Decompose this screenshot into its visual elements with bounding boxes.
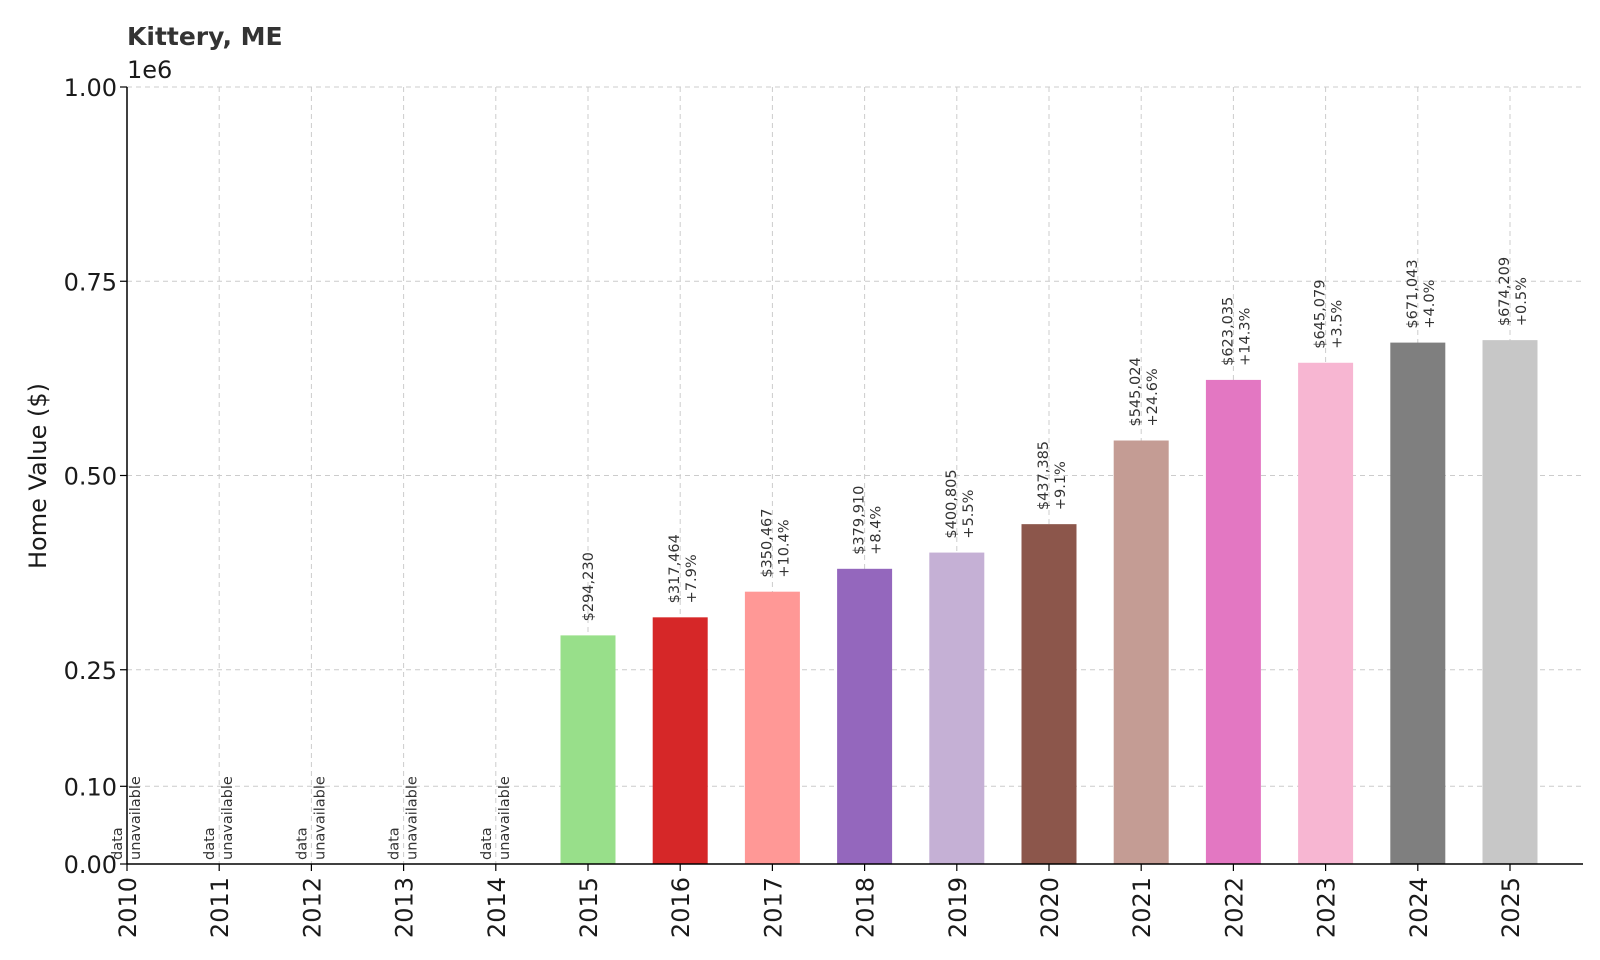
change-label: +3.5% xyxy=(1330,300,1346,349)
x-tick-label: 2011 xyxy=(206,877,234,938)
change-label: +10.4% xyxy=(776,519,792,577)
x-tick-label: 2025 xyxy=(1497,877,1525,938)
unavailable-label: unavailable xyxy=(220,776,236,860)
value-label: $623,035 xyxy=(1220,297,1236,366)
unavailable-label: data xyxy=(387,827,403,860)
unavailable-label: unavailable xyxy=(405,776,421,860)
x-tick-label: 2023 xyxy=(1313,877,1341,938)
value-label: $645,079 xyxy=(1313,280,1329,349)
y-tick-label: 0.75 xyxy=(64,268,117,296)
x-tick-label: 2024 xyxy=(1405,877,1433,938)
bar-2024 xyxy=(1390,342,1446,864)
value-label: $317,464 xyxy=(667,534,683,603)
unavailable-label: unavailable xyxy=(497,776,513,860)
y-tick-label: 1.00 xyxy=(64,74,117,102)
bar-2020 xyxy=(1021,524,1077,864)
y-tick-label: 0.25 xyxy=(64,657,117,685)
bar-2023 xyxy=(1298,362,1354,864)
bar-2018 xyxy=(837,568,893,864)
bar-2015 xyxy=(560,635,616,864)
axes-layer: 0.00 0.10 0.25 0.50 0.75 1.00 2010 2011 2012 2013… xyxy=(64,74,1583,938)
change-label: +4.0% xyxy=(1422,280,1438,329)
y-tick-label: 0.00 xyxy=(64,851,117,879)
bar-2017 xyxy=(744,591,800,864)
x-tick-label: 2010 xyxy=(114,877,142,938)
unavailable-label: data xyxy=(294,827,310,860)
value-label: $674,209 xyxy=(1497,257,1513,326)
y-axis-offset-label: 1e6 xyxy=(127,56,172,84)
change-label: +14.3% xyxy=(1237,308,1253,366)
bar-2022 xyxy=(1205,379,1261,864)
x-tick-label: 2018 xyxy=(852,877,880,938)
x-tick-label: 2017 xyxy=(759,877,787,938)
change-label: +8.4% xyxy=(869,506,885,555)
change-label: +9.1% xyxy=(1053,461,1069,510)
bar-2021 xyxy=(1113,440,1169,864)
x-tick-label: 2015 xyxy=(575,877,603,938)
value-label: $350,467 xyxy=(759,508,775,577)
value-label: $379,910 xyxy=(852,486,868,555)
value-label: $437,385 xyxy=(1036,441,1052,510)
x-tick-label: 2022 xyxy=(1220,877,1248,938)
bars-layer xyxy=(560,340,1538,864)
unavailable-label: unavailable xyxy=(128,776,144,860)
x-tick-label: 2012 xyxy=(298,877,326,938)
y-axis-label: Home Value ($) xyxy=(24,383,52,569)
unavailable-label: unavailable xyxy=(312,776,328,860)
y-tick-label: 0.10 xyxy=(64,773,117,801)
change-label: +5.5% xyxy=(961,490,977,539)
change-label: +24.6% xyxy=(1145,368,1161,426)
value-label: $294,230 xyxy=(581,552,597,621)
bar-2016 xyxy=(652,617,708,864)
value-label: $400,805 xyxy=(944,469,960,538)
x-tick-label: 2014 xyxy=(483,877,511,938)
change-label: +0.5% xyxy=(1514,277,1530,326)
bar-2019 xyxy=(929,552,985,864)
unavailable-label: data xyxy=(479,827,495,860)
x-tick-label: 2020 xyxy=(1036,877,1064,938)
x-tick-label: 2016 xyxy=(667,877,695,938)
x-tick-label: 2013 xyxy=(391,877,419,938)
value-label: $545,024 xyxy=(1128,357,1144,426)
chart-title: Kittery, ME xyxy=(127,22,283,51)
y-tick-label: 0.50 xyxy=(64,463,117,491)
x-tick-label: 2019 xyxy=(944,877,972,938)
bar-labels-layer: data unavailable data unavailable data unavai… xyxy=(110,257,1530,860)
value-label: $671,043 xyxy=(1405,259,1421,328)
change-label: +7.9% xyxy=(684,554,700,603)
unavailable-label: data xyxy=(202,827,218,860)
unavailable-label: data xyxy=(110,827,126,860)
bar-2025 xyxy=(1482,340,1538,864)
x-tick-label: 2021 xyxy=(1128,877,1156,938)
